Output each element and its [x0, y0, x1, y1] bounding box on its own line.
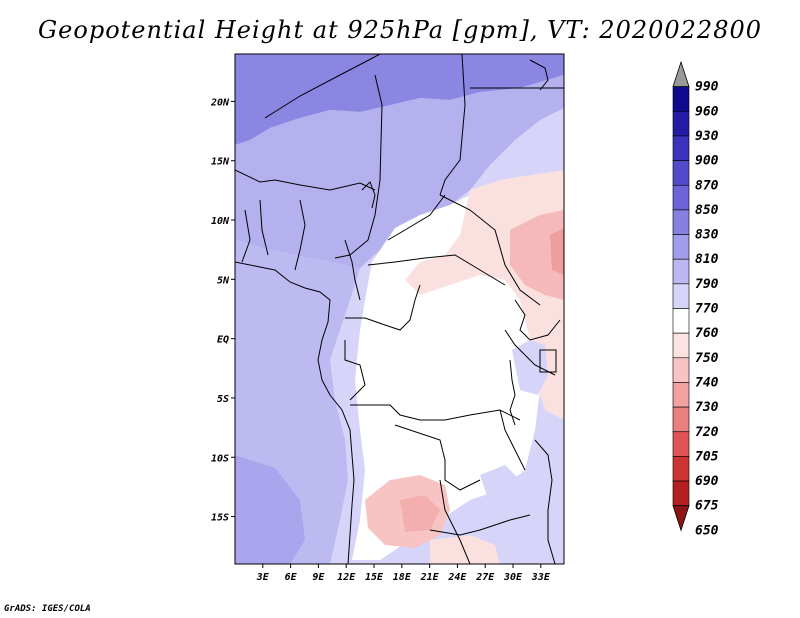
latitude-axis: 20N 15N 10N 5N EQ 5S 10S 15S: [210, 97, 235, 524]
colorbar-level-label: 720: [695, 425, 719, 440]
colorbar-level-label: 740: [695, 375, 719, 390]
colorbar-level-label: 790: [695, 277, 719, 292]
colorbar-swatch-bottom-arrow: [672, 505, 690, 532]
longitude-axis: 3E 6E 9E 12E 15E 18E 21E 24E 27E 30E 33E: [256, 564, 551, 583]
colorbar-swatch: [672, 431, 690, 457]
colorbar-level-label: 810: [695, 252, 719, 267]
colorbar-swatch: [672, 406, 690, 433]
lon-tick-label: 33E: [531, 572, 551, 583]
field-740-ethiopia: [510, 210, 564, 300]
colorbar-swatch: [672, 258, 690, 285]
colorbar: 990 960 930 900 870 850 830 810 790 770 760 750 740 7…: [672, 60, 719, 538]
colorbar-level-label: 900: [695, 154, 719, 169]
colorbar-swatch: [672, 283, 690, 309]
lon-tick-label: 27E: [475, 572, 495, 583]
colorbar-level-label: 870: [695, 178, 719, 193]
colorbar-swatch: [672, 234, 690, 260]
field-870-north: [235, 54, 564, 145]
field-770-southeast: [480, 465, 520, 505]
field-770-lakes: [512, 340, 548, 395]
colorbar-level-label: 750: [695, 351, 719, 366]
colorbar-swatch: [672, 184, 690, 211]
lon-tick-label: 3E: [256, 572, 270, 583]
lat-tick-label: 10N: [211, 216, 230, 227]
map-frame: [234, 53, 565, 565]
colorbar-level-label: 830: [695, 228, 719, 243]
colorbar-swatch: [672, 135, 690, 161]
lon-tick-label: 9E: [312, 572, 325, 583]
lat-tick-label: 15S: [211, 513, 229, 524]
colorbar-level-label: 650: [695, 523, 719, 538]
colorbar-level-label: 730: [695, 400, 719, 415]
lat-tick-label: 20N: [210, 97, 230, 108]
colorbar-swatch: [672, 332, 690, 359]
colorbar-level-label: 960: [695, 104, 719, 119]
colorbar-swatch: [672, 160, 690, 186]
lat-tick-label: 5S: [217, 394, 229, 405]
lon-tick-label: 30E: [503, 572, 523, 583]
colorbar-swatch: [672, 86, 690, 112]
colorbar-swatch: [672, 111, 690, 137]
colorbar-level-label: 705: [695, 449, 719, 464]
lon-tick-label: 18E: [393, 572, 412, 583]
lon-tick-label: 15E: [365, 572, 384, 583]
colorbar-level-label: 990: [695, 80, 719, 95]
lon-tick-label: 24E: [447, 572, 467, 583]
lat-tick-label: 10S: [211, 453, 229, 464]
field-730-ethiopia: [550, 228, 564, 275]
lat-tick-label: 5N: [217, 275, 230, 286]
colorbar-level-label: 690: [695, 474, 719, 489]
lat-tick-label: EQ: [217, 335, 229, 346]
colorbar-swatch-top-arrow: [672, 60, 690, 88]
field-810-southwest: [235, 455, 305, 564]
map-title: Geopotential Height at 925hPa [gpm], VT:…: [38, 16, 762, 44]
colorbar-level-label: 770: [695, 302, 719, 317]
colorbar-swatch: [672, 308, 690, 334]
colorbar-swatch: [672, 480, 690, 506]
colorbar-swatch: [672, 357, 690, 383]
colorbar-swatch: [672, 456, 690, 482]
lat-tick-label: 15N: [211, 157, 230, 168]
lon-tick-label: 21E: [420, 572, 440, 583]
colorbar-swatch: [672, 382, 690, 408]
lon-tick-label: 6E: [285, 572, 298, 583]
field-830-sahel: [235, 75, 564, 268]
colorbar-level-label: 675: [695, 499, 719, 514]
field-770-mozambique: [495, 505, 550, 564]
lon-tick-label: 12E: [337, 572, 356, 583]
field-735-zambia: [400, 495, 440, 532]
colorbar-level-label: 930: [695, 129, 719, 144]
colorbar-level-label: 850: [695, 203, 719, 218]
field-750-south: [430, 535, 500, 564]
colorbar-swatch: [672, 209, 690, 235]
height-field: [235, 54, 564, 564]
grads-credit: GrADS: IGES/COLA: [4, 604, 91, 614]
political-boundaries: [235, 54, 564, 564]
colorbar-level-label: 760: [695, 326, 719, 341]
